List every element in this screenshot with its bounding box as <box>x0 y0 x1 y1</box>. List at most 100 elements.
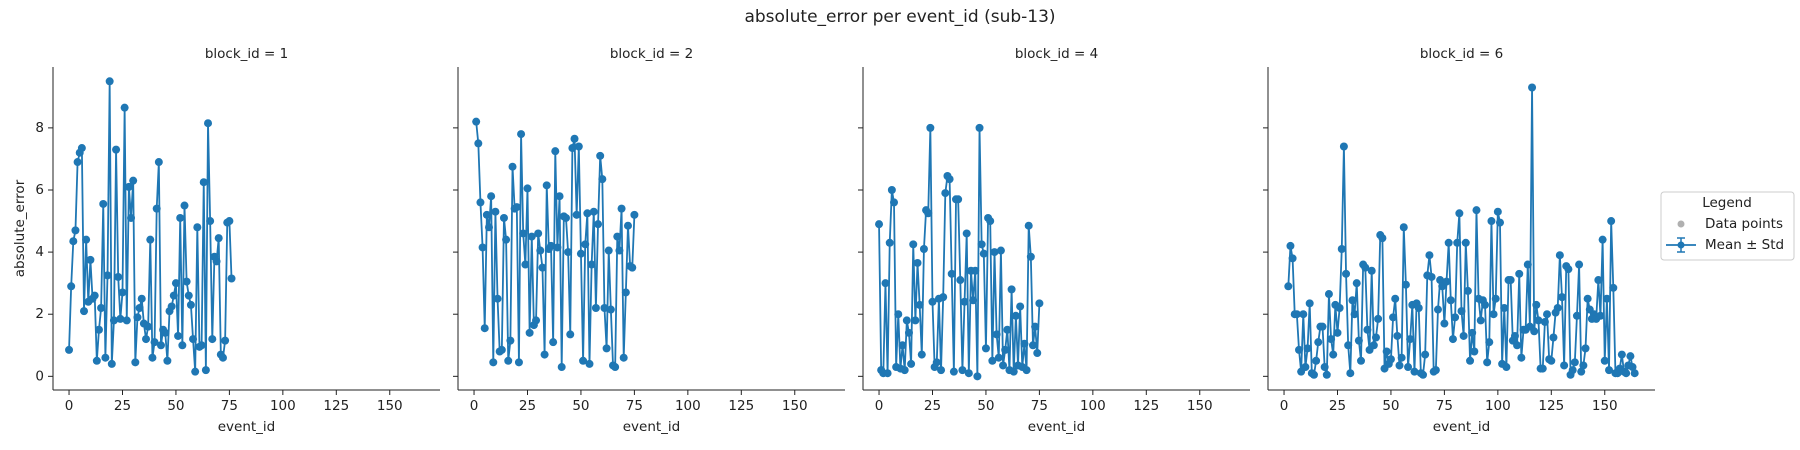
data-point <box>1540 317 1549 326</box>
x-axis-label: event_id <box>1433 419 1491 435</box>
data-point <box>124 182 133 191</box>
panel-title: block_id = 2 <box>610 46 693 62</box>
data-point <box>191 367 200 376</box>
data-point <box>1607 217 1616 226</box>
data-point <box>1594 276 1603 285</box>
data-point <box>178 341 187 350</box>
data-point <box>617 204 626 213</box>
data-point <box>77 144 86 153</box>
data-point <box>474 139 483 148</box>
data-point <box>97 304 106 313</box>
data-point <box>1397 353 1406 362</box>
data-point <box>218 353 227 362</box>
data-point <box>1500 304 1509 313</box>
data-point <box>482 210 491 219</box>
data-point <box>1630 369 1639 378</box>
data-point <box>120 103 129 112</box>
data-point <box>1299 310 1308 319</box>
data-point <box>127 213 136 222</box>
data-point <box>566 330 575 339</box>
legend-marker <box>1677 220 1685 228</box>
x-tick-label: 125 <box>728 398 754 414</box>
data-point <box>1555 251 1564 260</box>
data-point <box>958 366 967 375</box>
data-point <box>540 350 549 359</box>
figure-title: absolute_error per event_id (sub-13) <box>744 7 1055 27</box>
data-point <box>184 291 193 300</box>
data-point <box>1389 313 1398 322</box>
data-point <box>517 130 526 139</box>
data-point <box>107 359 116 368</box>
data-point <box>1463 286 1472 295</box>
data-point <box>1626 352 1635 361</box>
x-tick-label: 50 <box>977 398 994 414</box>
data-point <box>499 213 508 222</box>
data-point <box>109 316 118 325</box>
data-point <box>928 297 937 306</box>
data-point <box>1530 327 1539 336</box>
data-point <box>1528 83 1537 92</box>
data-point <box>615 246 624 255</box>
data-point <box>1427 272 1436 281</box>
data-point <box>476 198 485 207</box>
x-tick-label: 125 <box>323 398 349 414</box>
data-point <box>142 335 151 344</box>
data-point <box>587 260 596 269</box>
data-point <box>1436 276 1445 285</box>
data-point <box>523 184 532 193</box>
data-point <box>167 302 176 311</box>
data-point <box>176 213 185 222</box>
data-point <box>553 243 562 252</box>
x-tick-label: 75 <box>1436 398 1453 414</box>
data-point <box>493 294 502 303</box>
data-point <box>131 358 140 367</box>
data-point <box>1444 238 1453 247</box>
data-point <box>180 201 189 210</box>
data-point <box>201 366 210 375</box>
data-point <box>596 151 605 160</box>
data-point <box>1543 310 1552 319</box>
x-tick-label: 75 <box>221 398 238 414</box>
data-point <box>118 288 127 297</box>
data-point <box>1459 331 1468 340</box>
x-tick-label: 25 <box>924 398 941 414</box>
data-point <box>1440 319 1449 328</box>
data-point <box>1553 304 1562 313</box>
data-point <box>630 210 639 219</box>
data-point <box>199 178 208 187</box>
data-point <box>1468 328 1477 337</box>
data-point <box>99 199 108 208</box>
data-point <box>1577 367 1586 376</box>
x-axis-label: event_id <box>1028 419 1086 435</box>
data-point <box>73 158 82 167</box>
data-point <box>1628 363 1637 372</box>
y-tick-label: 8 <box>35 120 44 136</box>
data-point <box>1481 300 1490 309</box>
data-point <box>939 293 948 302</box>
data-point <box>1007 285 1016 294</box>
data-point <box>887 185 896 194</box>
data-point <box>1596 311 1605 320</box>
y-tick-label: 2 <box>35 306 44 322</box>
data-point <box>1448 335 1457 344</box>
data-point <box>101 353 110 362</box>
data-point <box>1369 341 1378 350</box>
x-tick-label: 125 <box>1538 398 1564 414</box>
data-point <box>613 232 622 241</box>
data-point <box>924 209 933 218</box>
data-point <box>907 359 916 368</box>
data-point <box>971 266 980 275</box>
data-point <box>1572 311 1581 320</box>
data-point <box>606 305 615 314</box>
data-point <box>1327 335 1336 344</box>
data-point <box>67 282 76 291</box>
data-point <box>964 369 973 378</box>
data-point <box>561 213 570 222</box>
x-tick-label: 100 <box>1080 398 1106 414</box>
data-point <box>135 304 144 313</box>
data-point <box>94 325 103 334</box>
data-point <box>1517 353 1526 362</box>
data-point <box>1470 347 1479 356</box>
data-point <box>628 263 637 272</box>
data-point <box>1028 341 1037 350</box>
